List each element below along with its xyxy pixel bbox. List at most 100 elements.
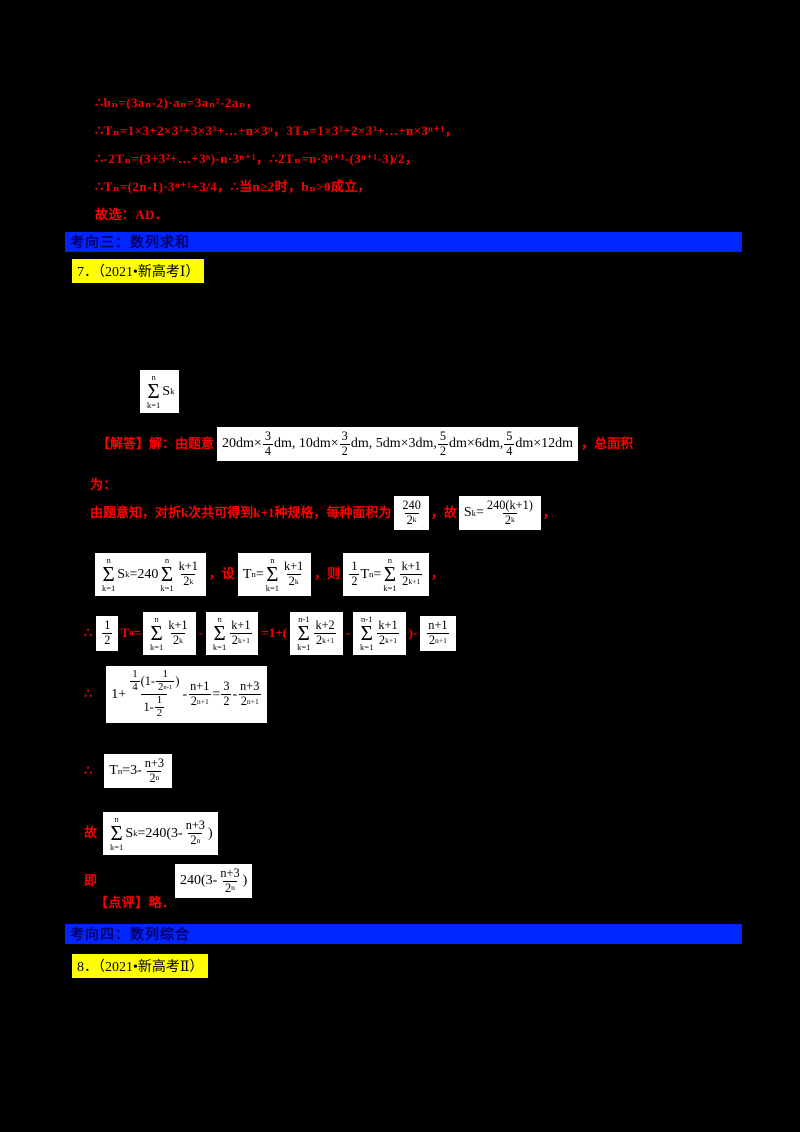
denominator: 4 — [130, 680, 140, 694]
numerator: 3 — [221, 680, 231, 694]
sum-lower-limit: k=1 — [360, 642, 374, 653]
formula-box: 240 2 k — [394, 496, 429, 531]
red-inline-text: 故 — [84, 826, 97, 841]
denominator: 2 n+1 — [426, 632, 449, 647]
red-annotation-line: 【点评】略． — [95, 895, 176, 910]
numerator: 1 — [349, 560, 359, 574]
math-text: 【解答】解：由题意 — [97, 435, 215, 451]
red-inline-text: 由题意知，对折k次共可得到k+1种规格，每种面积为 — [90, 504, 392, 520]
math-text: =240(3- — [137, 825, 183, 841]
math-text: n+3 — [240, 679, 260, 694]
red-inline-text: =1+( — [261, 626, 287, 641]
math-text: 1 — [156, 693, 163, 706]
denominator: 4 — [262, 443, 273, 459]
sum-upper-limit: n — [387, 555, 393, 565]
math-text: ) — [242, 873, 248, 889]
math-text: 1 — [104, 618, 111, 633]
red-inline-text: 即 — [84, 873, 97, 888]
fraction: k+1 2 k — [177, 560, 200, 588]
math-text: 1- — [143, 699, 154, 714]
math-text: 2 — [231, 632, 238, 647]
math-text: ，设 — [208, 566, 235, 582]
math-text: 3 — [264, 429, 271, 443]
red-inline-text: )- — [409, 626, 418, 641]
numerator: 240(k+1) — [485, 498, 535, 513]
red-inline-text: 【解答】解：由题意 — [97, 435, 215, 451]
math-text: ，故 — [430, 504, 457, 520]
denominator: 2 — [221, 693, 232, 709]
fraction: n+1 2 n+1 — [188, 680, 211, 708]
math-text: 4 — [506, 443, 513, 458]
problem-heading-highlight: 7．（2021•新高考Ⅰ） — [72, 259, 205, 283]
math-text: 2 — [240, 693, 247, 708]
red-inline-text: ， — [543, 505, 556, 520]
numerator: 240 — [400, 498, 422, 513]
fraction: n+3 2 n — [184, 819, 207, 847]
math-text: 2 — [406, 512, 413, 527]
fraction: k+1 2 k — [282, 560, 305, 588]
red-inline-text: ，则 — [314, 567, 340, 582]
denominator: 2 — [339, 443, 350, 459]
math-text: k+1 — [178, 559, 198, 574]
section-header-bar: 考向四：数列综合 — [65, 924, 742, 944]
denominator: 4 — [504, 443, 515, 459]
numerator: n+3 — [184, 819, 207, 833]
math-text: k+1 — [284, 559, 304, 574]
numerator: n+3 — [143, 756, 166, 771]
math-text: 2 — [224, 880, 232, 895]
fraction: 240(k+1) 2 k — [485, 498, 535, 527]
numerator: k+1 — [229, 619, 252, 633]
math-text: 2 — [504, 512, 512, 527]
numerator: 1 — [160, 668, 169, 681]
math-text: ， — [430, 566, 444, 582]
red-annotation-line: ∴Tₙ=(2n-1)·3ⁿ⁺¹+3/4，∴当n≥2时，bₙ>0成立， — [95, 179, 372, 194]
sigma-symbol: Σ — [266, 561, 279, 586]
red-inline-text: ， — [430, 566, 444, 582]
numerator: n+1 — [426, 619, 449, 633]
math-text: 由题意知，对折k次共可得到k+1种规格，每种面积为 — [90, 504, 392, 520]
sum-upper-limit: n — [151, 372, 156, 382]
numerator: k+2 — [313, 619, 336, 633]
sum-upper-limit: n — [106, 555, 111, 565]
sum-upper-limit: n — [270, 555, 275, 565]
denominator: 2 n+1 — [188, 693, 211, 708]
sum-upper-limit: n — [154, 614, 159, 624]
numerator: 3 — [340, 429, 350, 444]
math-text: 1 — [351, 559, 358, 574]
math-text: 240 — [402, 498, 421, 512]
sigma-symbol: Σ — [102, 561, 115, 586]
math-text: dm, 5dm×3dm, — [350, 436, 437, 452]
denominator: 1- 1 2 — [141, 693, 168, 720]
math-text: 4 — [132, 680, 138, 693]
math-text: 1 — [132, 668, 138, 680]
math-text: 2 — [190, 693, 197, 708]
numerator: 1 — [102, 619, 112, 633]
numerator: k+1 — [400, 560, 423, 574]
fraction: n+3 2 n+1 — [238, 680, 261, 708]
numerator: k+1 — [166, 619, 189, 633]
sum-upper-limit: n-1 — [361, 614, 373, 624]
problem-heading-highlight: 8．（2021•新高考Ⅱ） — [72, 954, 209, 978]
sum-lower-limit: k=1 — [212, 642, 227, 653]
red-inline-text: ∴ — [84, 763, 92, 778]
math-text: S — [162, 383, 171, 399]
sum-lower-limit: k=1 — [297, 642, 311, 653]
denominator: 2 k+1 — [376, 632, 400, 647]
numerator: 1 — [155, 693, 164, 707]
math-text: 2 — [104, 632, 111, 647]
